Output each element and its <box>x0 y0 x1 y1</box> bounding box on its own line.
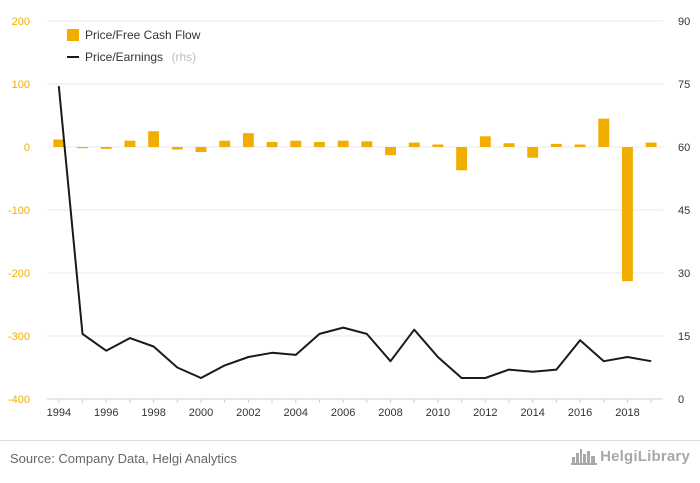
bar-price-fcf <box>479 136 491 147</box>
x-tick-label: 2018 <box>615 407 639 419</box>
legend-label-price-earnings-name: Price/Earnings <box>85 50 163 64</box>
bar-price-fcf <box>503 143 515 147</box>
right-tick-label: 60 <box>678 142 690 154</box>
city-skyline-icon <box>571 449 598 465</box>
bar-price-fcf <box>219 140 231 147</box>
combo-chart: 200 100 0 -100 -200 -300 -400 90 75 60 45 30 15 0 19… <box>8 16 690 419</box>
brand-name: HelgiLibrary <box>600 447 690 465</box>
bar-price-fcf <box>598 118 610 147</box>
left-tick-label: -400 <box>8 394 30 406</box>
left-tick-label: 0 <box>24 142 30 154</box>
bar-price-fcf <box>550 143 562 147</box>
legend: Price/Free Cash Flow Price/Earnings (rhs… <box>67 28 201 65</box>
x-tick-label: 1998 <box>141 407 165 419</box>
left-tick-label: -100 <box>8 205 30 217</box>
left-tick-label: -200 <box>8 268 30 280</box>
x-tick-label: 2006 <box>331 407 355 419</box>
bar-series-price-fcf <box>53 118 657 282</box>
source-note: Source: Company Data, Helgi Analytics <box>10 451 237 466</box>
bar-price-fcf <box>100 147 112 149</box>
right-tick-label: 75 <box>678 79 690 91</box>
bar-price-fcf <box>171 147 183 150</box>
legend-label-price-earnings: Price/Earnings (rhs) <box>85 48 196 65</box>
bar-price-fcf <box>645 142 657 147</box>
brand-logo: HelgiLibrary <box>571 447 690 465</box>
bar-price-fcf <box>527 147 539 158</box>
right-axis-ticks: 90 75 60 45 30 15 0 <box>678 16 690 406</box>
footer-divider <box>0 440 700 441</box>
right-tick-label: 30 <box>678 268 690 280</box>
left-tick-label: 200 <box>12 16 30 28</box>
x-tick-label: 2016 <box>568 407 592 419</box>
x-tick-label: 2014 <box>520 407 544 419</box>
x-tick-label: 1996 <box>94 407 118 419</box>
bar-price-fcf <box>124 140 136 147</box>
bar-price-fcf <box>314 141 325 147</box>
line-series-price-earnings <box>57 86 652 379</box>
x-tick-label: 2002 <box>236 407 260 419</box>
x-axis-ticks: 1994 1996 1998 2000 2002 2004 2006 2008 2010 2012… <box>47 399 652 419</box>
x-tick-label: 2008 <box>378 407 402 419</box>
left-tick-label: 100 <box>12 79 30 91</box>
bar-price-fcf <box>432 144 444 147</box>
x-tick-label: 2012 <box>473 407 497 419</box>
x-tick-label: 2000 <box>189 407 213 419</box>
bar-price-fcf <box>242 133 254 147</box>
bar-price-fcf <box>574 144 586 147</box>
bar-price-fcf <box>195 147 207 153</box>
right-tick-label: 45 <box>678 205 690 217</box>
right-tick-label: 15 <box>678 331 690 343</box>
bar-price-fcf <box>622 147 633 282</box>
x-tick-label: 2004 <box>284 407 308 419</box>
bar-price-fcf <box>337 140 349 147</box>
legend-label-price-fcf: Price/Free Cash Flow <box>85 28 201 42</box>
right-tick-label: 90 <box>678 16 690 28</box>
bar-price-fcf <box>148 131 160 147</box>
bar-price-fcf <box>456 147 468 171</box>
bar-price-fcf <box>266 141 278 147</box>
left-axis-ticks: 200 100 0 -100 -200 -300 -400 <box>8 16 30 406</box>
legend-swatch-price-fcf <box>67 29 79 41</box>
bar-price-fcf <box>53 139 65 147</box>
left-tick-label: -300 <box>8 331 30 343</box>
x-tick-label: 2010 <box>426 407 450 419</box>
bar-price-fcf <box>290 140 302 147</box>
bar-price-fcf <box>408 142 420 147</box>
legend-label-rhs-suffix: (rhs) <box>172 50 197 64</box>
x-tick-label: 1994 <box>47 407 71 419</box>
right-tick-label: 0 <box>678 394 684 406</box>
bar-price-fcf <box>385 147 396 156</box>
bar-price-fcf <box>361 141 373 147</box>
bar-price-fcf <box>77 147 88 149</box>
